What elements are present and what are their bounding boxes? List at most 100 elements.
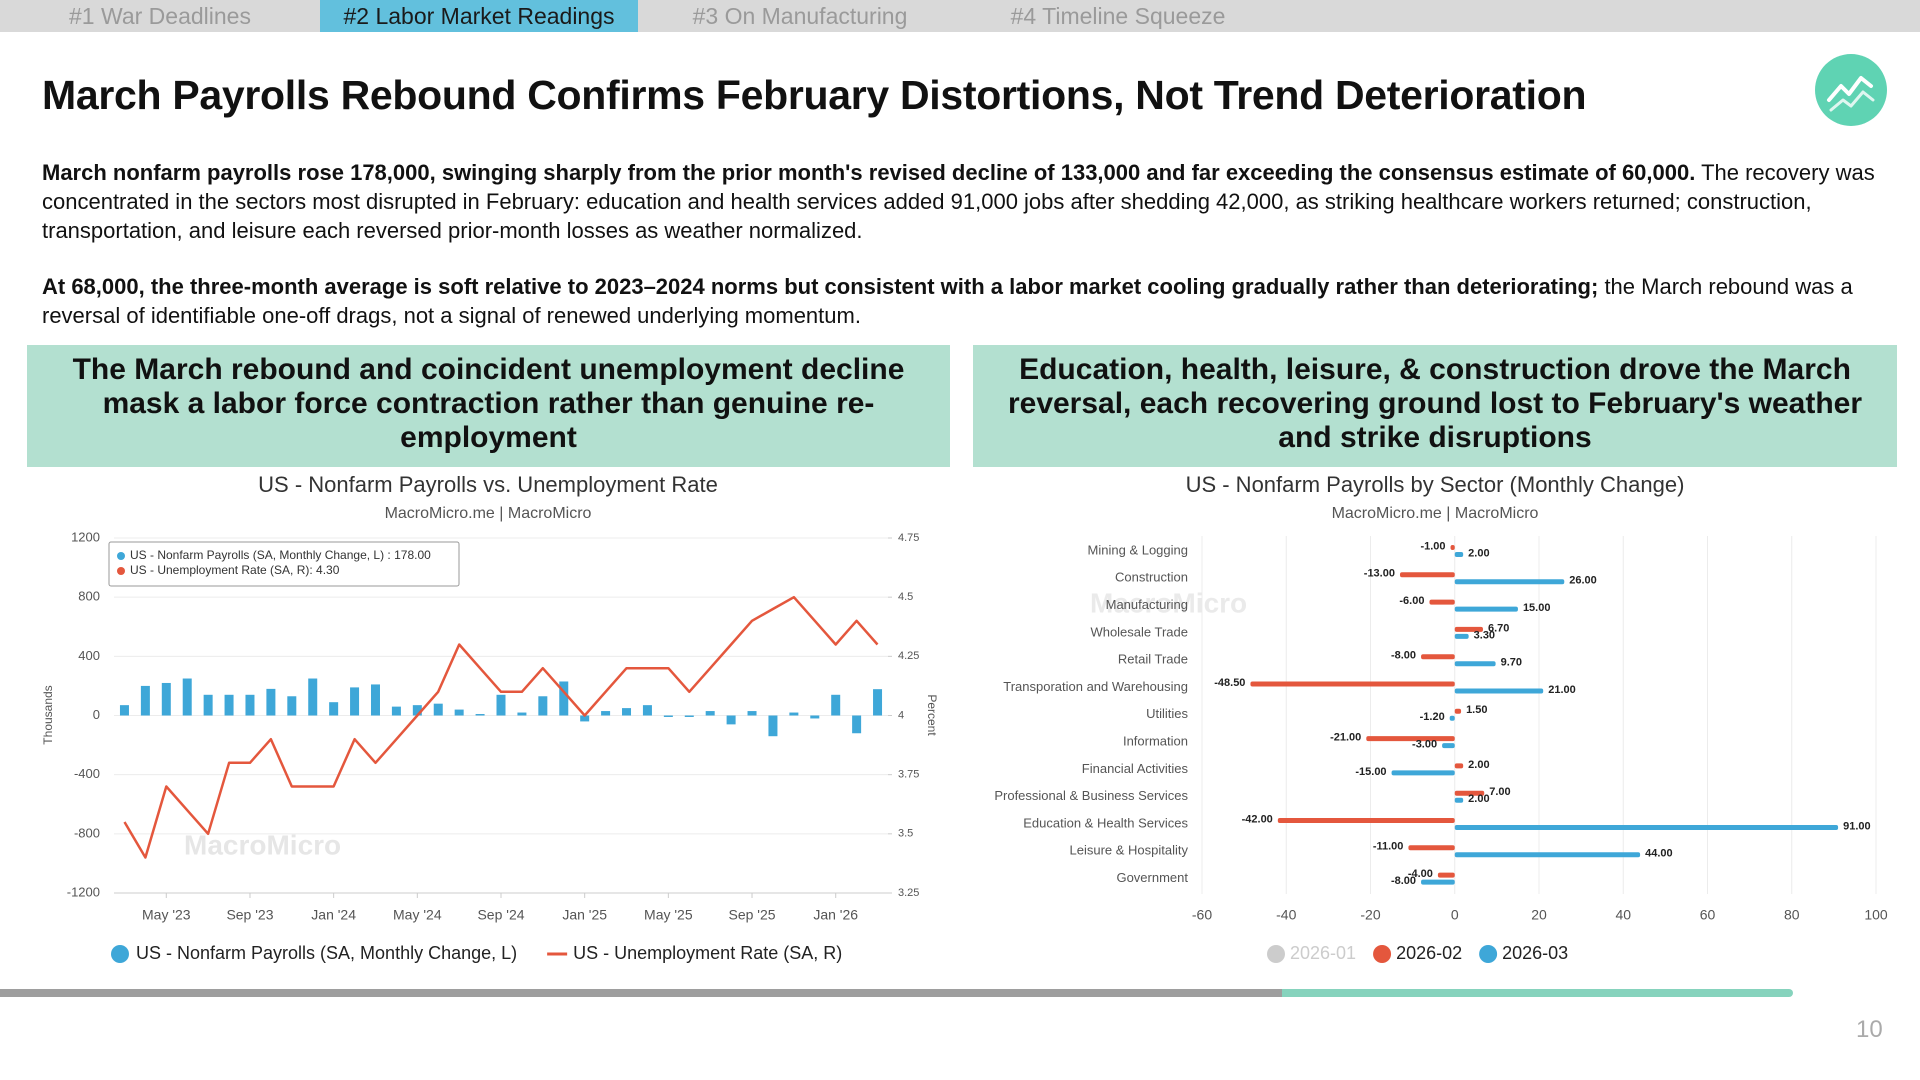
y2-axis-label: Percent (925, 694, 939, 736)
bar (622, 708, 632, 716)
bar (1450, 545, 1455, 550)
value-label: -11.00 (1373, 841, 1404, 853)
tooltip-text: US - Unemployment Rate (SA, R): 4.30 (130, 563, 340, 577)
value-label: -1.00 (1420, 540, 1445, 552)
bar (287, 696, 297, 716)
bar (601, 711, 611, 716)
bar (1454, 688, 1544, 694)
bar (642, 705, 652, 716)
bar (308, 678, 318, 716)
category-label: Transporation and Warehousing (1003, 679, 1188, 694)
bar (726, 715, 736, 725)
y-tick-label: 800 (78, 589, 100, 604)
paragraph: At 68,000, the three-month average is so… (42, 272, 1882, 330)
x-tick-label: -40 (1276, 907, 1296, 923)
y-tick-label: 0 (93, 707, 100, 722)
category-label: Financial Activities (1082, 761, 1189, 776)
x-tick-label: 100 (1864, 907, 1888, 923)
y-tick-label: -800 (74, 825, 100, 840)
bar (559, 681, 569, 716)
bar (203, 694, 213, 716)
legend-swatch (1373, 945, 1392, 963)
x-tick-label: Jan '26 (813, 907, 858, 923)
y-axis-label: Thousands (41, 685, 55, 744)
bar (496, 694, 506, 716)
logo-icon (1815, 54, 1887, 126)
bar (391, 706, 401, 716)
bar (1454, 797, 1464, 803)
bar (412, 705, 422, 716)
value-label: 21.00 (1548, 684, 1576, 696)
bar (852, 715, 862, 734)
text: The recovery was concentrated in the sec… (42, 160, 1875, 243)
bar (747, 711, 757, 716)
x-tick-label: 80 (1784, 907, 1800, 923)
y2-tick-label: 4 (898, 709, 904, 721)
tab[interactable]: #2 Labor Market Readings (320, 0, 638, 32)
category-label: Mining & Logging (1088, 542, 1188, 557)
tooltip-dot (117, 552, 125, 560)
y2-tick-label: 3.25 (898, 887, 919, 899)
x-tick-label: 40 (1615, 907, 1631, 923)
bar (1437, 872, 1455, 878)
bar (1421, 879, 1455, 885)
value-label: -48.50 (1214, 677, 1245, 689)
bar (1429, 599, 1455, 605)
value-label: -15.00 (1355, 766, 1386, 778)
line (123, 595, 879, 859)
value-label: -42.00 (1242, 813, 1273, 825)
value-label: 2.00 (1468, 547, 1489, 559)
bar (1391, 770, 1455, 776)
tooltip-text: US - Nonfarm Payrolls (SA, Monthly Chang… (130, 548, 431, 562)
y2-tick-label: 3.75 (898, 769, 919, 781)
progress-track (0, 989, 1282, 997)
bar (370, 684, 380, 716)
value-label: 15.00 (1523, 602, 1551, 614)
bar (1399, 572, 1455, 578)
bar (831, 694, 841, 716)
text: the March rebound was a reversal of iden… (42, 274, 1853, 328)
tab[interactable]: #4 Timeline Squeeze (1010, 3, 1226, 29)
category-label: Wholesale Trade (1090, 624, 1188, 639)
bar (1454, 708, 1462, 714)
x-tick-label: -60 (1192, 907, 1212, 923)
bar (245, 694, 255, 716)
y-tick-label: -400 (74, 766, 100, 781)
value-label: 2.00 (1468, 793, 1489, 805)
legend-label: US - Nonfarm Payrolls (SA, Monthly Chang… (136, 943, 517, 963)
bar (789, 712, 799, 716)
bar (538, 696, 548, 716)
value-label: 9.70 (1501, 657, 1522, 669)
bar (580, 715, 590, 722)
page-number: 10 (1856, 1016, 1883, 1043)
legend-swatch (1267, 945, 1285, 963)
value-label: 6.70 (1488, 622, 1509, 634)
y-tick-label: 1200 (71, 529, 100, 544)
category-label: Government (1116, 870, 1188, 885)
bar (1454, 579, 1565, 585)
category-label: Utilities (1146, 706, 1188, 721)
value-label: 3.30 (1474, 629, 1495, 641)
bar (1250, 681, 1455, 687)
bar (873, 689, 883, 716)
bar (1454, 552, 1464, 557)
chart-title: US - Nonfarm Payrolls vs. Unemployment R… (258, 472, 718, 497)
tab[interactable]: #3 On Manufacturing (692, 3, 908, 29)
tab[interactable]: #1 War Deadlines (69, 3, 251, 29)
bar (1454, 606, 1518, 612)
bar (517, 712, 527, 716)
bar (1454, 825, 1839, 830)
bar (1366, 736, 1455, 742)
bar (1421, 654, 1455, 660)
watermark: MacroMicro (1090, 587, 1247, 618)
category-label: Information (1123, 734, 1188, 749)
x-tick-label: Jan '25 (562, 907, 607, 923)
x-tick-label: 20 (1531, 907, 1547, 923)
value-label: -4.00 (1408, 868, 1433, 880)
x-tick-label: May '25 (644, 907, 693, 923)
bar (1408, 845, 1455, 851)
bar (475, 714, 485, 716)
category-label: Education & Health Services (1023, 815, 1188, 830)
value-label: 26.00 (1569, 575, 1597, 587)
